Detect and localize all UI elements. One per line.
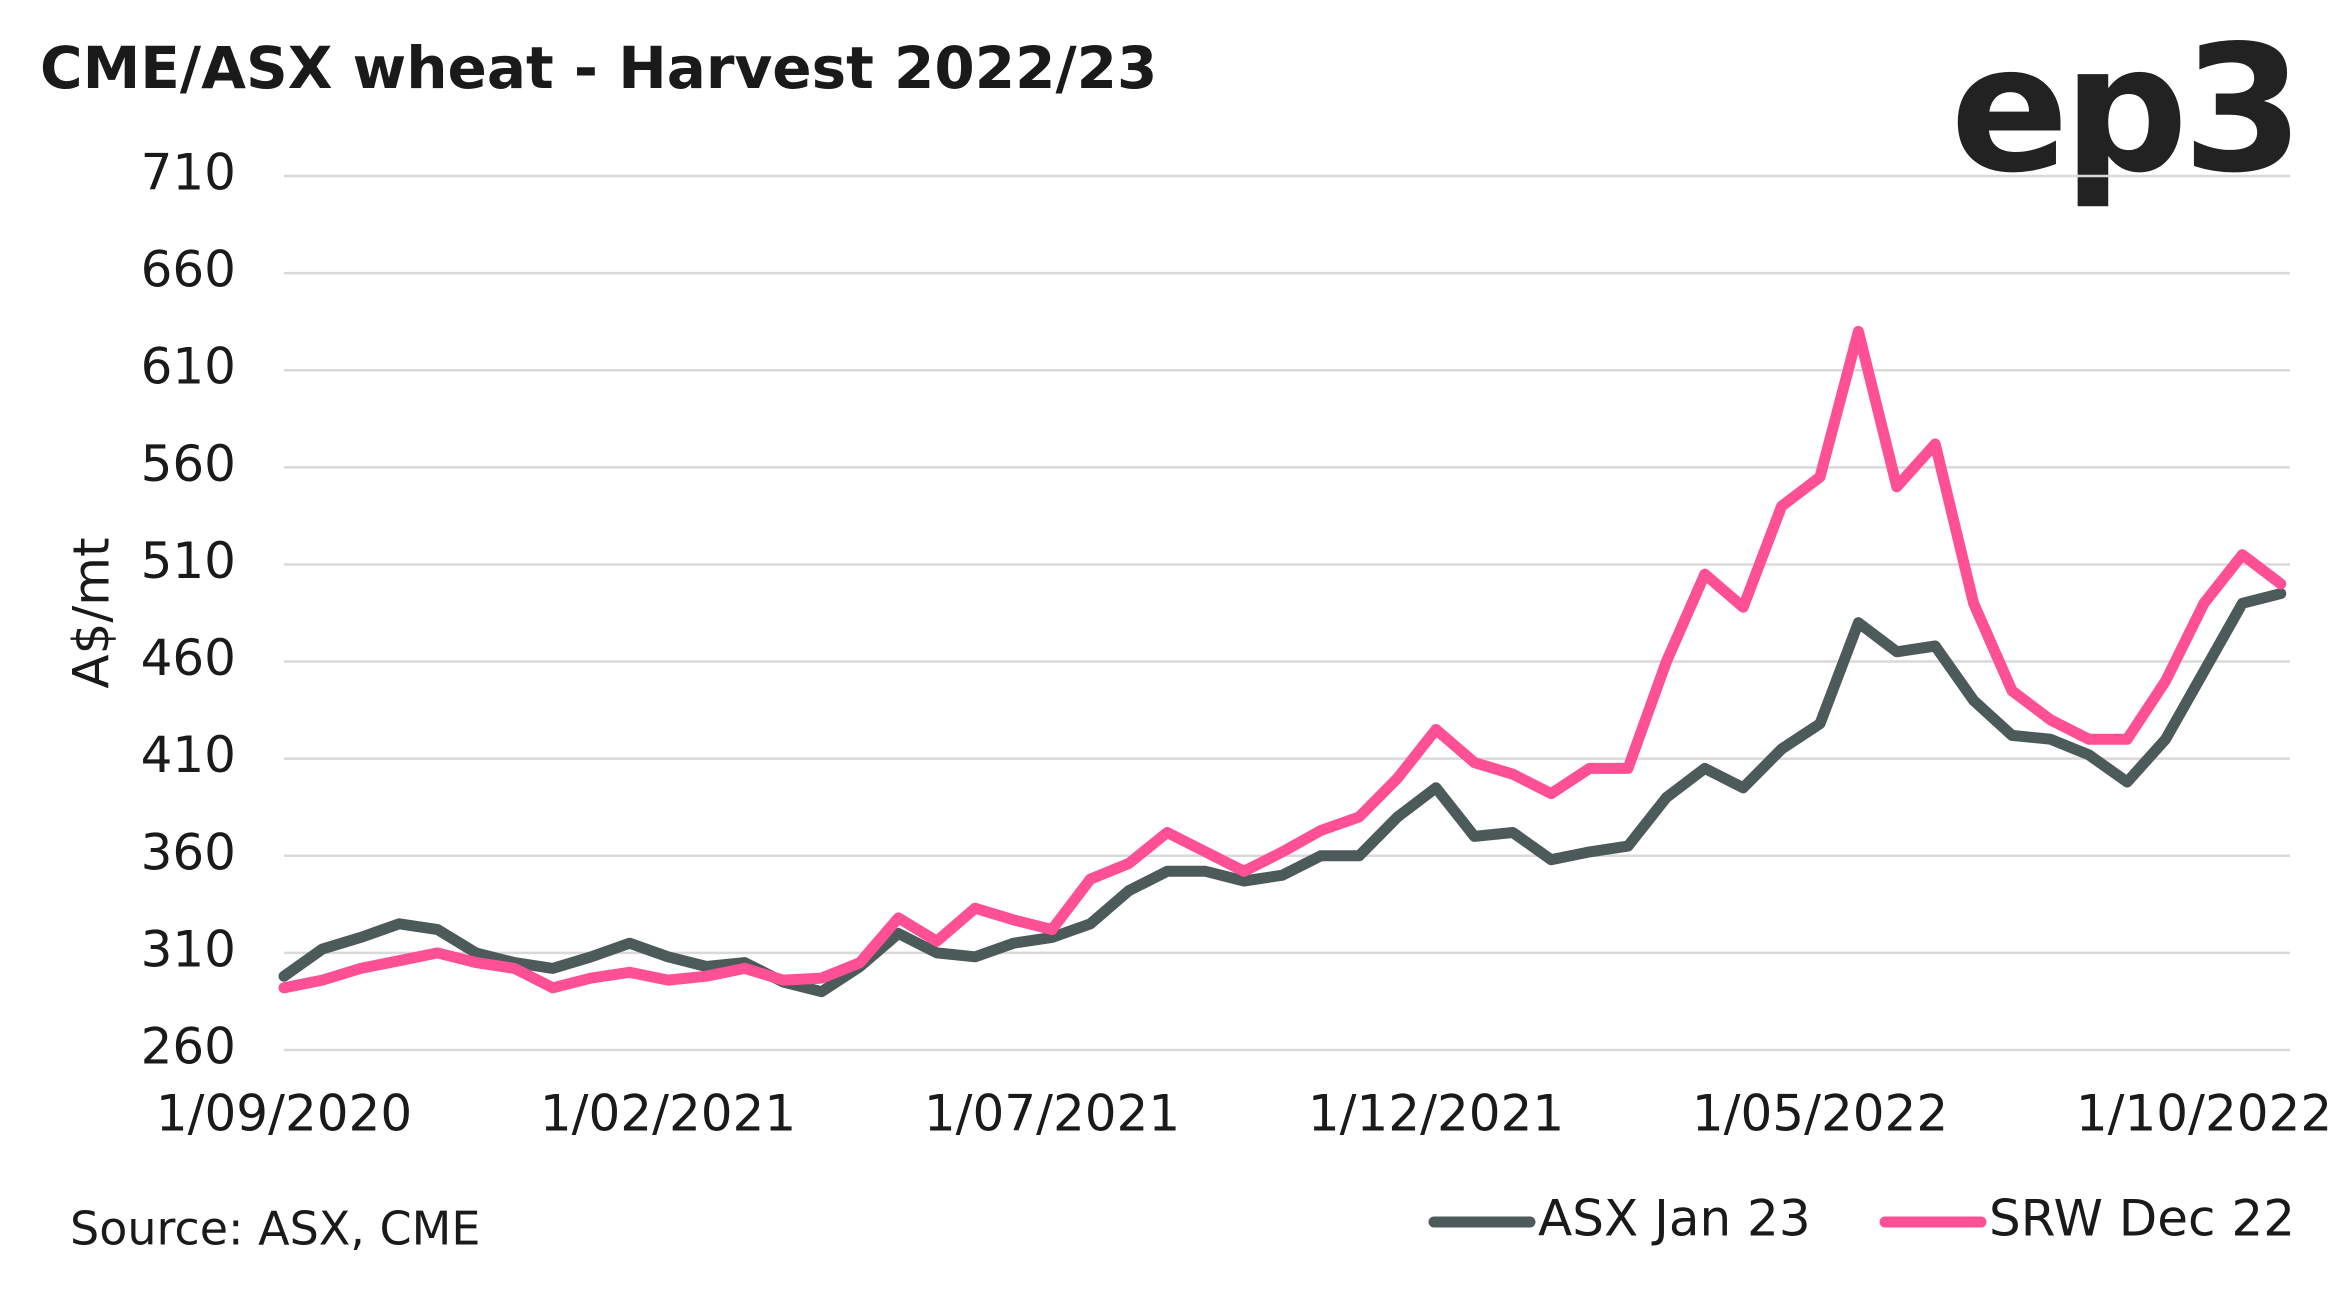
x-tick-label: 1/12/2021 bbox=[1308, 1085, 1564, 1143]
y-tick-label: 610 bbox=[141, 338, 236, 396]
y-axis-label: A$/mt bbox=[63, 537, 121, 688]
grid bbox=[284, 174, 2290, 1052]
y-tick-label: 410 bbox=[141, 726, 236, 784]
y-tick-label: 560 bbox=[141, 435, 236, 493]
data-line bbox=[278, 588, 2287, 998]
y-tick-label: 260 bbox=[141, 1018, 236, 1076]
y-tick-label: 660 bbox=[141, 241, 236, 299]
logo: ep3 bbox=[1950, 9, 2298, 212]
y-tick-label: 360 bbox=[141, 823, 236, 881]
legend-label: ASX Jan 23 bbox=[1538, 1190, 1811, 1248]
chart-title: CME/ASX wheat - Harvest 2022/23 bbox=[40, 34, 1157, 102]
source-note: Source: ASX, CME bbox=[70, 1202, 480, 1256]
data-line bbox=[278, 325, 2287, 994]
y-tick-label: 710 bbox=[141, 144, 236, 202]
legend-label: SRW Dec 22 bbox=[1989, 1190, 2295, 1248]
legend-item: SRW Dec 22 bbox=[1879, 1190, 2295, 1248]
x-tick-label: 1/05/2022 bbox=[1692, 1085, 1948, 1143]
x-tick-label: 1/02/2021 bbox=[540, 1085, 796, 1143]
y-tick-label: 510 bbox=[141, 532, 236, 590]
legend-item: ASX Jan 23 bbox=[1428, 1190, 1811, 1248]
x-tick-label: 1/07/2021 bbox=[924, 1085, 1180, 1143]
y-tick-label: 310 bbox=[141, 920, 236, 978]
x-tick-label: 1/09/2020 bbox=[156, 1085, 412, 1143]
x-tick-label: 1/10/2022 bbox=[2076, 1085, 2332, 1143]
y-tick-label: 460 bbox=[141, 629, 236, 687]
